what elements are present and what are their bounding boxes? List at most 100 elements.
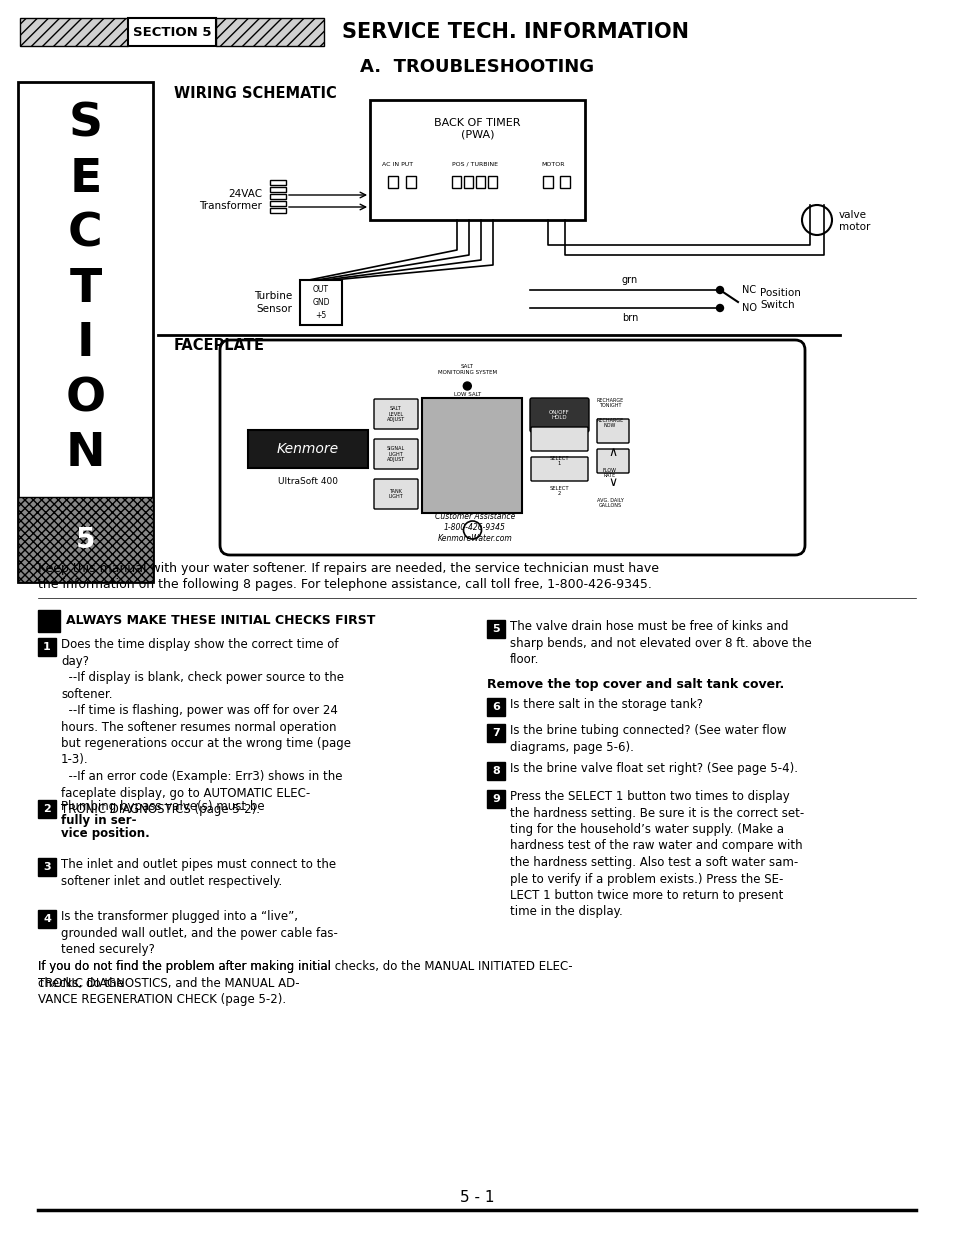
Circle shape [716,305,722,311]
Text: T: T [70,267,102,311]
Bar [406,177,416,188]
Text: 4: 4 [43,914,51,924]
Bar [452,177,460,188]
Text: 6: 6 [492,701,499,713]
Text: ON/OFF
HOLD: ON/OFF HOLD [549,410,569,420]
Text: If you do not find the problem after making initial
checks, do the: If you do not find the problem after mak… [38,960,331,989]
Text: S: S [69,101,103,147]
Text: Remove the top cover and salt tank cover.: Remove the top cover and salt tank cover… [486,678,783,692]
Text: C: C [68,211,103,257]
Text: O: O [66,377,106,421]
Text: FACEPLATE: FACEPLATE [173,338,265,353]
Circle shape [463,521,481,538]
Text: SERVICE TECH. INFORMATION: SERVICE TECH. INFORMATION [341,22,688,42]
Circle shape [716,287,722,294]
Bar [270,186,286,191]
Text: SALT
MONITORING SYSTEM: SALT MONITORING SYSTEM [437,364,497,374]
Text: UltraSoft 400: UltraSoft 400 [277,478,337,487]
Text: ALWAYS MAKE THESE INITIAL CHECKS FIRST: ALWAYS MAKE THESE INITIAL CHECKS FIRST [66,614,375,627]
Text: 1: 1 [43,642,51,652]
Text: POS / TURBINE: POS / TURBINE [452,162,497,167]
Text: ∨: ∨ [608,477,617,489]
Text: If you do not find the problem after making initial checks, do the MANUAL INITIA: If you do not find the problem after mak… [38,960,572,1007]
Bar [476,177,484,188]
Bar [388,177,397,188]
Bar [38,800,56,818]
Text: 5: 5 [492,624,499,634]
Bar [38,858,56,876]
Text: fully in ser-: fully in ser- [61,814,136,827]
Bar [270,201,286,206]
Bar [486,762,504,781]
Text: OUT
GND
+5: OUT GND +5 [312,285,330,320]
Text: 24VAC
Transformer: 24VAC Transformer [199,189,262,211]
Bar [18,496,152,582]
Bar [421,398,521,513]
FancyBboxPatch shape [531,457,587,480]
Text: N: N [66,431,105,477]
FancyBboxPatch shape [374,399,417,429]
Text: Customer Assistance
1-800-426-9345
KenmoreWater.com: Customer Assistance 1-800-426-9345 Kenmo… [435,513,515,543]
Text: WIRING SCHEMATIC: WIRING SCHEMATIC [173,86,336,101]
FancyBboxPatch shape [374,438,417,469]
Bar [20,19,128,46]
Bar [370,100,584,220]
Bar [248,430,368,468]
FancyBboxPatch shape [530,398,588,432]
Text: 9: 9 [492,794,499,804]
Text: Kenmore: Kenmore [276,442,338,456]
Bar [463,177,473,188]
Text: SALT
LEVEL
ADJUST: SALT LEVEL ADJUST [387,406,405,422]
Text: Plumbing bypass valve(s) must be: Plumbing bypass valve(s) must be [61,800,268,813]
Bar [559,177,569,188]
Bar [270,207,286,212]
Bar [299,280,341,325]
Text: Turbine
Sensor: Turbine Sensor [253,291,292,314]
Text: grn: grn [621,275,638,285]
FancyBboxPatch shape [220,340,804,555]
Text: SELECT
2: SELECT 2 [549,485,568,496]
Text: RECHARGE
NOW: RECHARGE NOW [596,417,623,429]
Text: Is the brine valve float set right? (See page 5-4).: Is the brine valve float set right? (See… [510,762,797,776]
Bar [128,19,215,46]
Text: SELECT
1: SELECT 1 [549,456,568,466]
Text: BACK OF TIMER
(PWA): BACK OF TIMER (PWA) [434,119,520,140]
Text: RECHARGE
TONIGHT: RECHARGE TONIGHT [596,398,623,409]
Bar [38,638,56,656]
Text: SECTION 5: SECTION 5 [132,26,211,38]
Bar [486,790,504,808]
FancyBboxPatch shape [597,419,628,443]
Text: NO: NO [741,303,757,312]
Bar [486,620,504,638]
Text: LOW SALT: LOW SALT [454,391,480,396]
Bar [270,180,286,185]
Text: 3: 3 [43,862,51,872]
Text: Press the SELECT 1 button two times to display
the hardness setting. Be sure it : Press the SELECT 1 button two times to d… [510,790,803,919]
Bar [488,177,497,188]
Text: SIGNAL
LIGHT
ADJUST: SIGNAL LIGHT ADJUST [387,446,405,462]
Text: E: E [70,157,102,201]
Text: the information on the following 8 pages. For telephone assistance, call toll fr: the information on the following 8 pages… [38,578,651,592]
Text: The inlet and outlet pipes must connect to the
softener inlet and outlet respect: The inlet and outlet pipes must connect … [61,858,335,888]
Text: The valve drain hose must be free of kinks and
sharp bends, and not elevated ove: The valve drain hose must be free of kin… [510,620,811,666]
Text: Keep this manual with your water softener. If repairs are needed, the service te: Keep this manual with your water softene… [38,562,659,576]
Text: Does the time display show the correct time of
day?
  --If display is blank, che: Does the time display show the correct t… [61,638,351,816]
Text: Is there salt in the storage tank?: Is there salt in the storage tank? [510,698,702,711]
Text: vice position.: vice position. [61,827,150,840]
Bar [38,610,60,632]
Text: brn: brn [621,312,638,324]
Text: AVG. DAILY
GALLONS: AVG. DAILY GALLONS [596,498,622,509]
Text: 2: 2 [43,804,51,814]
Text: MOTOR: MOTOR [540,162,564,167]
Text: A.  TROUBLESHOOTING: A. TROUBLESHOOTING [359,58,594,77]
Text: ∧: ∧ [608,447,617,459]
Text: Is the transformer plugged into a “live”,
grounded wall outlet, and the power ca: Is the transformer plugged into a “live”… [61,910,337,956]
Text: TANK
LIGHT: TANK LIGHT [388,489,403,499]
FancyBboxPatch shape [531,427,587,451]
Text: FLOW
RATE: FLOW RATE [602,468,617,478]
Bar [215,19,324,46]
Text: valve
motor: valve motor [838,210,869,232]
Text: 7: 7 [492,727,499,739]
Text: 5: 5 [75,526,95,553]
Bar [486,724,504,742]
